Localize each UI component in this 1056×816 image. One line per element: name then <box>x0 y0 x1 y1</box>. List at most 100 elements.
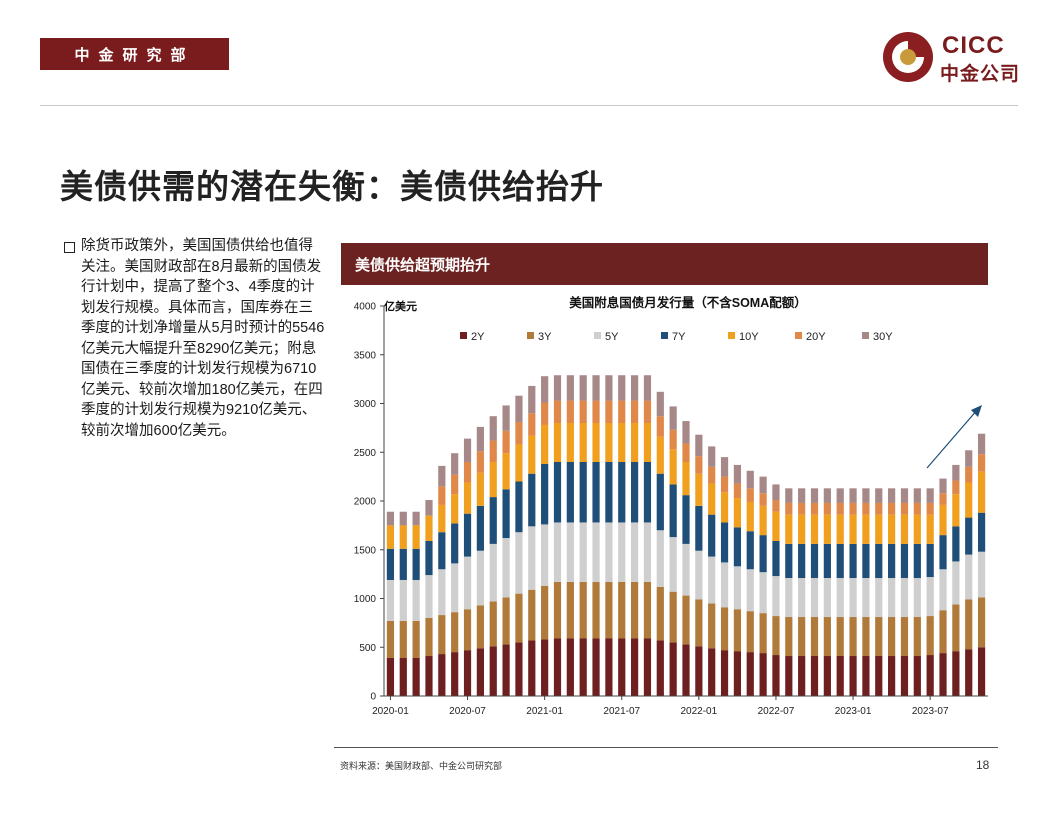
bar-segment-2y <box>463 650 472 696</box>
bar-segment-20y <box>618 400 626 423</box>
bar-segment-2y <box>939 653 947 696</box>
bar-segment-20y <box>823 502 831 515</box>
legend-swatch-7y <box>661 332 668 339</box>
bar-segment-10y <box>733 498 742 528</box>
x-tick-label: 2020-01 <box>372 706 409 717</box>
bar-segment-3y <box>888 617 896 657</box>
bar-segment-30y <box>888 488 896 503</box>
bar-segment-5y <box>682 543 690 596</box>
bar-segment-20y <box>682 443 690 462</box>
bar-segment-7y <box>836 543 844 579</box>
bar-segment-2y <box>977 647 986 696</box>
bar-segment-2y <box>823 656 831 696</box>
bar-segment-2y <box>669 642 677 697</box>
bar-segment-10y <box>952 494 960 527</box>
bar-segment-5y <box>823 578 831 618</box>
bar-segment-30y <box>592 375 600 401</box>
bar-segment-10y <box>888 514 896 544</box>
bar-segment-10y <box>875 514 883 544</box>
bar-segment-10y <box>669 449 677 485</box>
bar-segment-7y <box>541 463 549 525</box>
bar-segment-20y <box>451 474 459 495</box>
x-tick-label: 2021-07 <box>603 706 640 717</box>
bar-segment-2y <box>720 650 729 696</box>
bar-segment-7y <box>605 462 613 523</box>
bar-segment-7y <box>759 535 767 573</box>
bar-segment-30y <box>618 375 626 401</box>
bar-segment-5y <box>810 578 819 618</box>
bar-segment-3y <box>746 611 754 653</box>
bar-segment-20y <box>862 502 870 515</box>
bar-segment-3y <box>656 586 664 641</box>
bar-segment-3y <box>733 609 742 652</box>
bar-segment-30y <box>502 405 510 431</box>
bar-segment-10y <box>862 514 870 544</box>
logo-text-cn: 中金公司 <box>940 64 1021 85</box>
bar-segment-10y <box>823 514 831 544</box>
bar-segment-30y <box>386 511 395 526</box>
bar-segment-20y <box>913 502 921 515</box>
bar-segment-30y <box>643 375 652 401</box>
bar-segment-7y <box>798 543 806 579</box>
bar-segment-20y <box>888 502 896 515</box>
bar-segment-2y <box>682 644 690 696</box>
bar-segment-7y <box>913 543 921 579</box>
bar-segment-2y <box>489 646 497 696</box>
bar-segment-20y <box>810 502 819 515</box>
bar-segment-20y <box>528 413 536 436</box>
bar-segment-30y <box>798 488 806 503</box>
bar-segment-30y <box>952 464 960 481</box>
bar-segment-2y <box>643 638 652 696</box>
y-tick-label: 1000 <box>354 594 377 605</box>
bar-segment-10y <box>425 515 433 541</box>
header-divider <box>40 105 1018 106</box>
bar-segment-20y <box>669 429 677 450</box>
legend-label-2y: 2Y <box>471 331 485 343</box>
bar-segment-20y <box>926 502 934 515</box>
bar-segment-30y <box>823 488 831 503</box>
bar-segment-30y <box>463 438 472 462</box>
bar-segment-5y <box>553 522 562 582</box>
bar-segment-2y <box>541 639 549 696</box>
bar-segment-7y <box>695 505 703 551</box>
bar-segment-3y <box>451 612 459 653</box>
logo-text-en: CICC <box>942 32 1005 59</box>
bar-segment-20y <box>849 502 857 515</box>
bar-segment-7y <box>579 462 587 523</box>
bar-segment-2y <box>862 656 870 696</box>
bar-segment-20y <box>476 451 484 473</box>
bar-segment-30y <box>682 421 690 444</box>
bar-segment-20y <box>463 462 472 483</box>
bar-segment-5y <box>785 578 793 618</box>
bar-segment-10y <box>656 436 664 474</box>
bar-segment-30y <box>733 464 742 484</box>
bar-segment-3y <box>759 613 767 654</box>
bar-segment-3y <box>605 581 613 639</box>
bar-segment-5y <box>515 532 523 594</box>
bar-segment-2y <box>952 651 960 696</box>
bar-segment-5y <box>438 569 446 616</box>
bar-segment-30y <box>939 478 947 494</box>
bar-segment-30y <box>862 488 870 503</box>
trend-arrow-head-icon <box>971 405 982 417</box>
bar-segment-7y <box>708 514 716 557</box>
bar-segment-30y <box>438 465 446 487</box>
page-title: 美债供需的潜在失衡：美债供给抬升 <box>60 168 604 205</box>
bar-segment-5y <box>888 578 896 618</box>
bar-segment-2y <box>579 638 587 696</box>
cicc-logo: CICC 中金公司 <box>880 28 1025 86</box>
bar-segment-3y <box>463 609 472 651</box>
bar-segment-5y <box>451 563 459 613</box>
bar-segment-30y <box>476 426 484 452</box>
legend-label-20y: 20Y <box>806 331 826 343</box>
legend-label-5y: 5Y <box>605 331 619 343</box>
bar-segment-7y <box>643 462 652 523</box>
bar-segment-5y <box>489 543 497 602</box>
bar-segment-7y <box>489 497 497 544</box>
bar-segment-20y <box>746 488 754 502</box>
bar-segment-7y <box>553 462 562 523</box>
bar-segment-5y <box>463 556 472 610</box>
bar-segment-10y <box>759 505 767 536</box>
bar-segment-20y <box>579 400 587 423</box>
bar-segment-2y <box>618 638 626 696</box>
